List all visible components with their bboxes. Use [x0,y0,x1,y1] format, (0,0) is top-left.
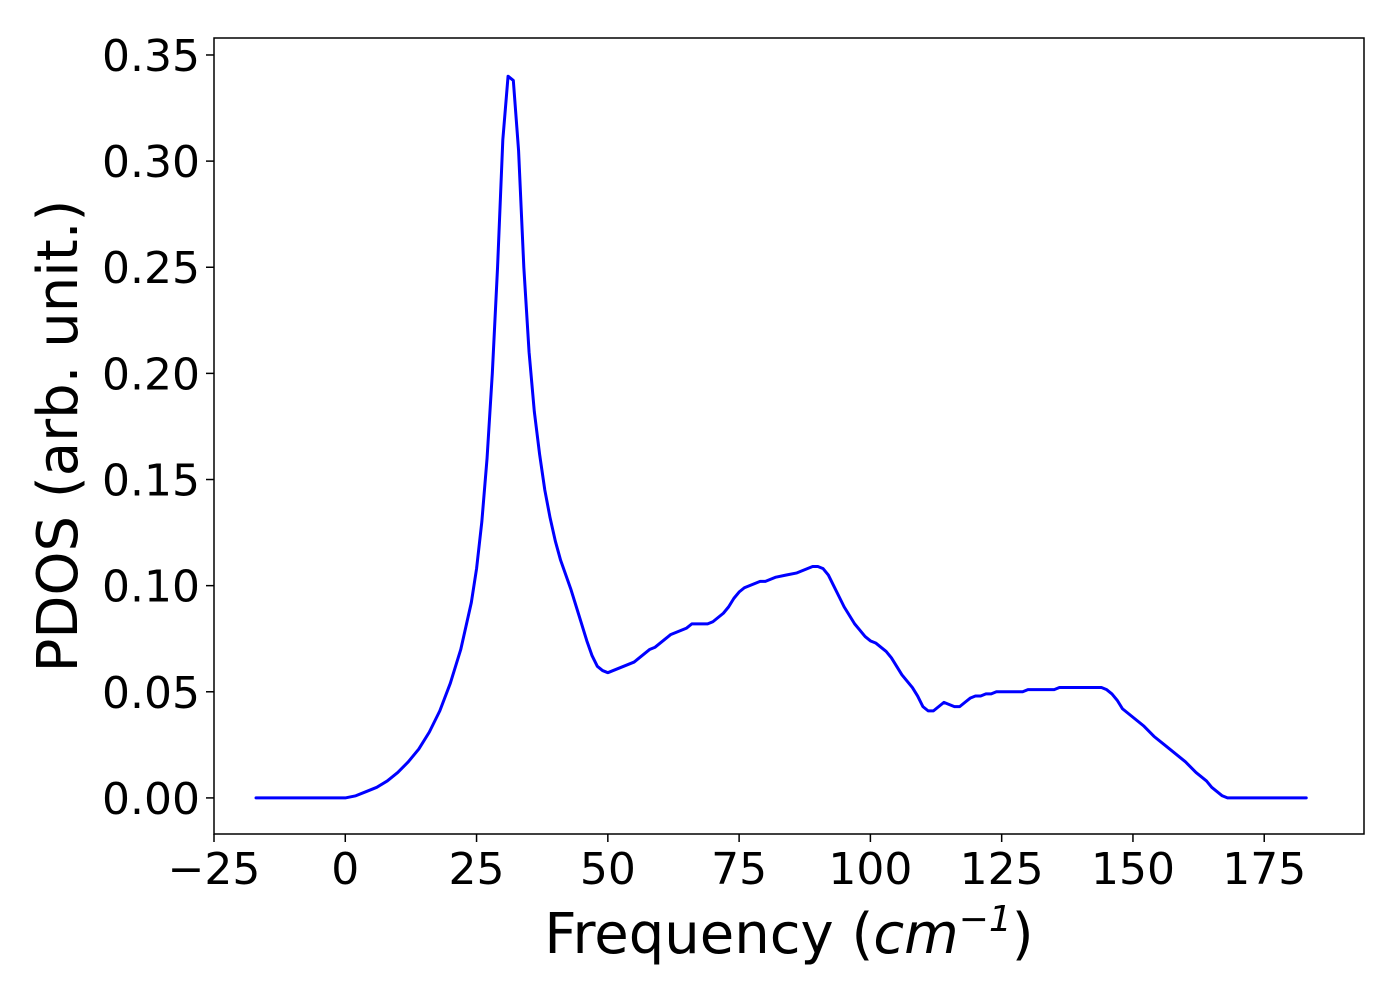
x-tick-label: 150 [1091,844,1175,895]
x-tick-label: 175 [1222,844,1306,895]
y-tick-label: 0.30 [102,137,200,188]
y-tick-label: 0.35 [102,31,200,82]
x-axis-ticks: −25 0 25 50 75 100 125 150 175 [168,834,1306,895]
plot-area-frame [213,37,1365,835]
x-tick-label: 0 [331,844,359,895]
y-tick-label: 0.25 [102,243,200,294]
x-tick-label: −25 [168,844,261,895]
x-tick-label: 25 [449,844,505,895]
x-tick-label: 100 [828,844,912,895]
y-tick-label: 0.10 [102,562,200,613]
y-tick-label: 0.15 [102,456,200,507]
x-axis-title: Frequency (cm−1) [544,899,1033,967]
y-tick-label: 0.05 [102,668,200,719]
x-tick-label: 125 [960,844,1044,895]
x-axis-title-exponent: −1 [959,899,1012,940]
x-tick-label: 75 [711,844,767,895]
x-tick-label: 50 [580,844,636,895]
x-axis-title-text: Frequency ( [544,902,873,967]
y-tick-label: 0.20 [102,349,200,400]
pdos-series-line [254,74,1308,800]
x-axis-title-close: ) [1012,902,1034,967]
y-axis-title: PDOS (arb. unit.) [26,200,91,673]
x-axis-title-unit: cm [873,902,958,967]
y-tick-label: 0.00 [102,774,200,825]
y-axis-ticks: 0.00 0.05 0.10 0.15 0.20 0.25 0.30 0.35 [102,31,214,825]
